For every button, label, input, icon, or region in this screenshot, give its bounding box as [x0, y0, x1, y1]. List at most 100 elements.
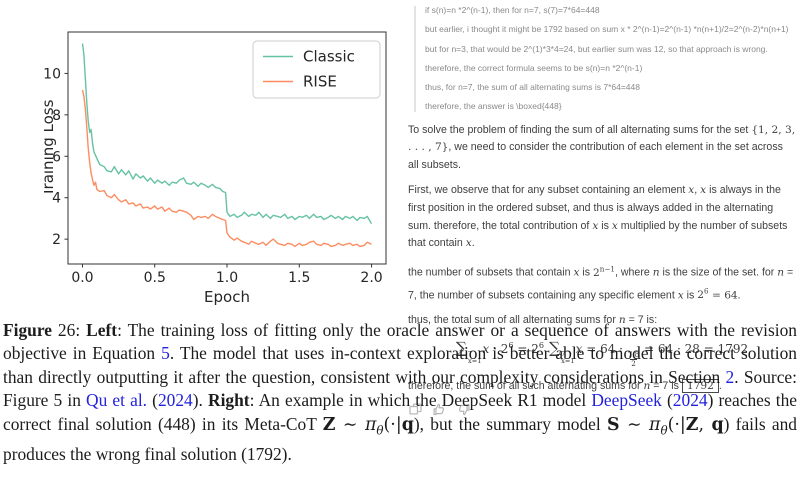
text-span: = 26 [513, 339, 545, 356]
series-line-rise [81, 89, 372, 248]
response-action-bar [409, 403, 796, 416]
citation-link[interactable]: 2 [725, 366, 735, 387]
answer-paragraph: the number of subsets that contain x is … [408, 260, 796, 305]
citation-link[interactable]: 2024 [672, 390, 708, 411]
text-span: x [700, 183, 707, 196]
text-span: ) reaches the correct final solution (44… [3, 390, 798, 434]
answer-paragraph: thus, the total sum of all alternating s… [408, 312, 796, 330]
text-span: ∼ [335, 414, 365, 435]
text-span: x [482, 341, 490, 356]
text-span: = 7, the number of subsets containing an… [408, 266, 794, 302]
citation-link[interactable]: 5 [161, 343, 170, 364]
summary-solution-text: To solve the problem of finding the sum … [408, 122, 796, 396]
y-tick-label: 6 [52, 149, 61, 165]
reasoning-line: therefore, the answer is \boxed{448} [425, 101, 562, 112]
x-tick-label: 1.5 [288, 270, 310, 286]
text-span: therefore, the sum of all such alternati… [408, 379, 644, 392]
figure-caption: Figure 26: Left: The training loss of fi… [0, 319, 800, 466]
text-span: Left [86, 320, 118, 340]
display-formula: ∑ 7 x=1 x · 26 = 26 ∑ 7 x=1 x = 64 · 7·8 2 = 64… [408, 337, 796, 369]
answer-paragraph: First, we observe that for any subset co… [408, 182, 796, 253]
citation-link[interactable]: Qu et al. [86, 390, 148, 411]
training-loss-chart: 0.0 0.5 1.0 1.5 2.0 2 4 6 8 10 Epoch Training Loss C… [44, 20, 398, 316]
thumbs-up-icon [433, 403, 445, 415]
text-span: Figure [3, 320, 52, 340]
text-span: ( [147, 390, 158, 411]
text-span: 26 [697, 286, 709, 302]
text-span: ∼ [619, 414, 650, 435]
text-span: , [694, 183, 701, 196]
text-span: πθ [649, 414, 668, 438]
thumbs-up-button[interactable] [433, 403, 446, 416]
text-span: First, we observe that for any subset co… [408, 183, 689, 196]
text-span: Z [322, 414, 336, 435]
reasoning-line: but earlier, i thought it might be 1792 … [425, 24, 789, 35]
text-span: multiplied by the number of subsets that… [408, 219, 788, 250]
sum-limits: 7 x=1 [561, 349, 575, 366]
legend-label-rise: RISE [303, 73, 337, 91]
text-span: = 64 [708, 289, 738, 302]
text-span: To solve the problem of finding the sum … [408, 123, 752, 136]
citation-link[interactable]: DeepSeek [591, 390, 662, 411]
text-span: {1, 2, 3, . . . , 7} [408, 123, 796, 154]
text-span: x [465, 237, 472, 250]
thumbs-down-button[interactable] [457, 403, 470, 416]
copy-button[interactable] [409, 403, 422, 416]
reasoning-line: therefore, the correct formula seems to … [425, 62, 643, 73]
text-span: x [688, 183, 695, 196]
text-span: n [618, 313, 626, 326]
text-span: (·| [383, 414, 402, 435]
reasoning-line: if s(n)=n *2^(n-1), then for n=7, s(7)=7… [425, 5, 600, 15]
text-span: x [573, 266, 580, 279]
x-tick-label: 2.0 [360, 270, 382, 286]
y-axis-label: Training Loss [44, 99, 57, 197]
text-span: n [643, 379, 651, 392]
text-span: q [711, 414, 724, 435]
text-span: ∑ [455, 338, 468, 357]
text-span: . Source: Figure 5 in [3, 366, 797, 411]
text-span: is always in the first position in the o… [408, 183, 781, 232]
text-span: x [575, 341, 583, 356]
text-span: . [471, 237, 475, 250]
text-span: q [401, 414, 414, 435]
text-span: ∑ [544, 338, 561, 357]
text-span: 7 x=1 [560, 342, 575, 365]
text-span: · 26 [489, 339, 514, 356]
text-span: x [592, 219, 599, 232]
sum-limits: 7 x=1 [468, 349, 482, 366]
text-span: Right [208, 390, 250, 411]
text-span: = 64 · [582, 341, 627, 356]
text-span: ( [661, 390, 673, 411]
meta-cot-reasoning-quote: if s(n)=n *2^(n-1), then for n=7, s(7)=7… [414, 5, 796, 113]
text-span: 7 x=1 [467, 342, 482, 365]
y-tick-label: 10 [44, 66, 61, 82]
text-span: . [718, 379, 722, 392]
text-span: 7·8 2 [627, 349, 640, 369]
answer-paragraph: therefore, the sum of all such alternati… [408, 378, 796, 396]
text-span: Z [685, 414, 699, 435]
y-tick-label: 8 [52, 108, 61, 124]
citation-link[interactable]: 2024 [157, 390, 193, 411]
text-span: : The training loss of fitting only the … [3, 320, 798, 364]
text-span: = 64 · 28 = 1792 [640, 341, 749, 356]
reasoning-line: but for n=3, that would be 2^(1)*3*4=24,… [425, 43, 768, 54]
x-axis-label: Epoch [204, 288, 250, 306]
thumbs-down-icon [458, 403, 470, 415]
legend-box [252, 40, 381, 99]
text-span: is [598, 219, 612, 232]
y-tick-label: 4 [52, 191, 61, 207]
text-span: S [606, 414, 620, 435]
text-span: : An example in which the DeepSeek R1 mo… [249, 390, 592, 411]
x-tick-label: 0.0 [71, 270, 93, 286]
series-line-classic [81, 43, 373, 224]
text-span: , where [615, 266, 653, 279]
text-span: . The model that uses in-context explora… [3, 343, 798, 387]
reasoning-line: thus, for n=7, the sum of all alternatin… [425, 82, 640, 93]
text-span: ), but the summary model [413, 413, 607, 434]
text-span: n [652, 266, 660, 279]
text-span: (·| [667, 414, 686, 435]
text-span: . [737, 289, 741, 302]
y-tick-label: 2 [52, 232, 61, 248]
legend-label-classic: Classic [303, 48, 355, 66]
